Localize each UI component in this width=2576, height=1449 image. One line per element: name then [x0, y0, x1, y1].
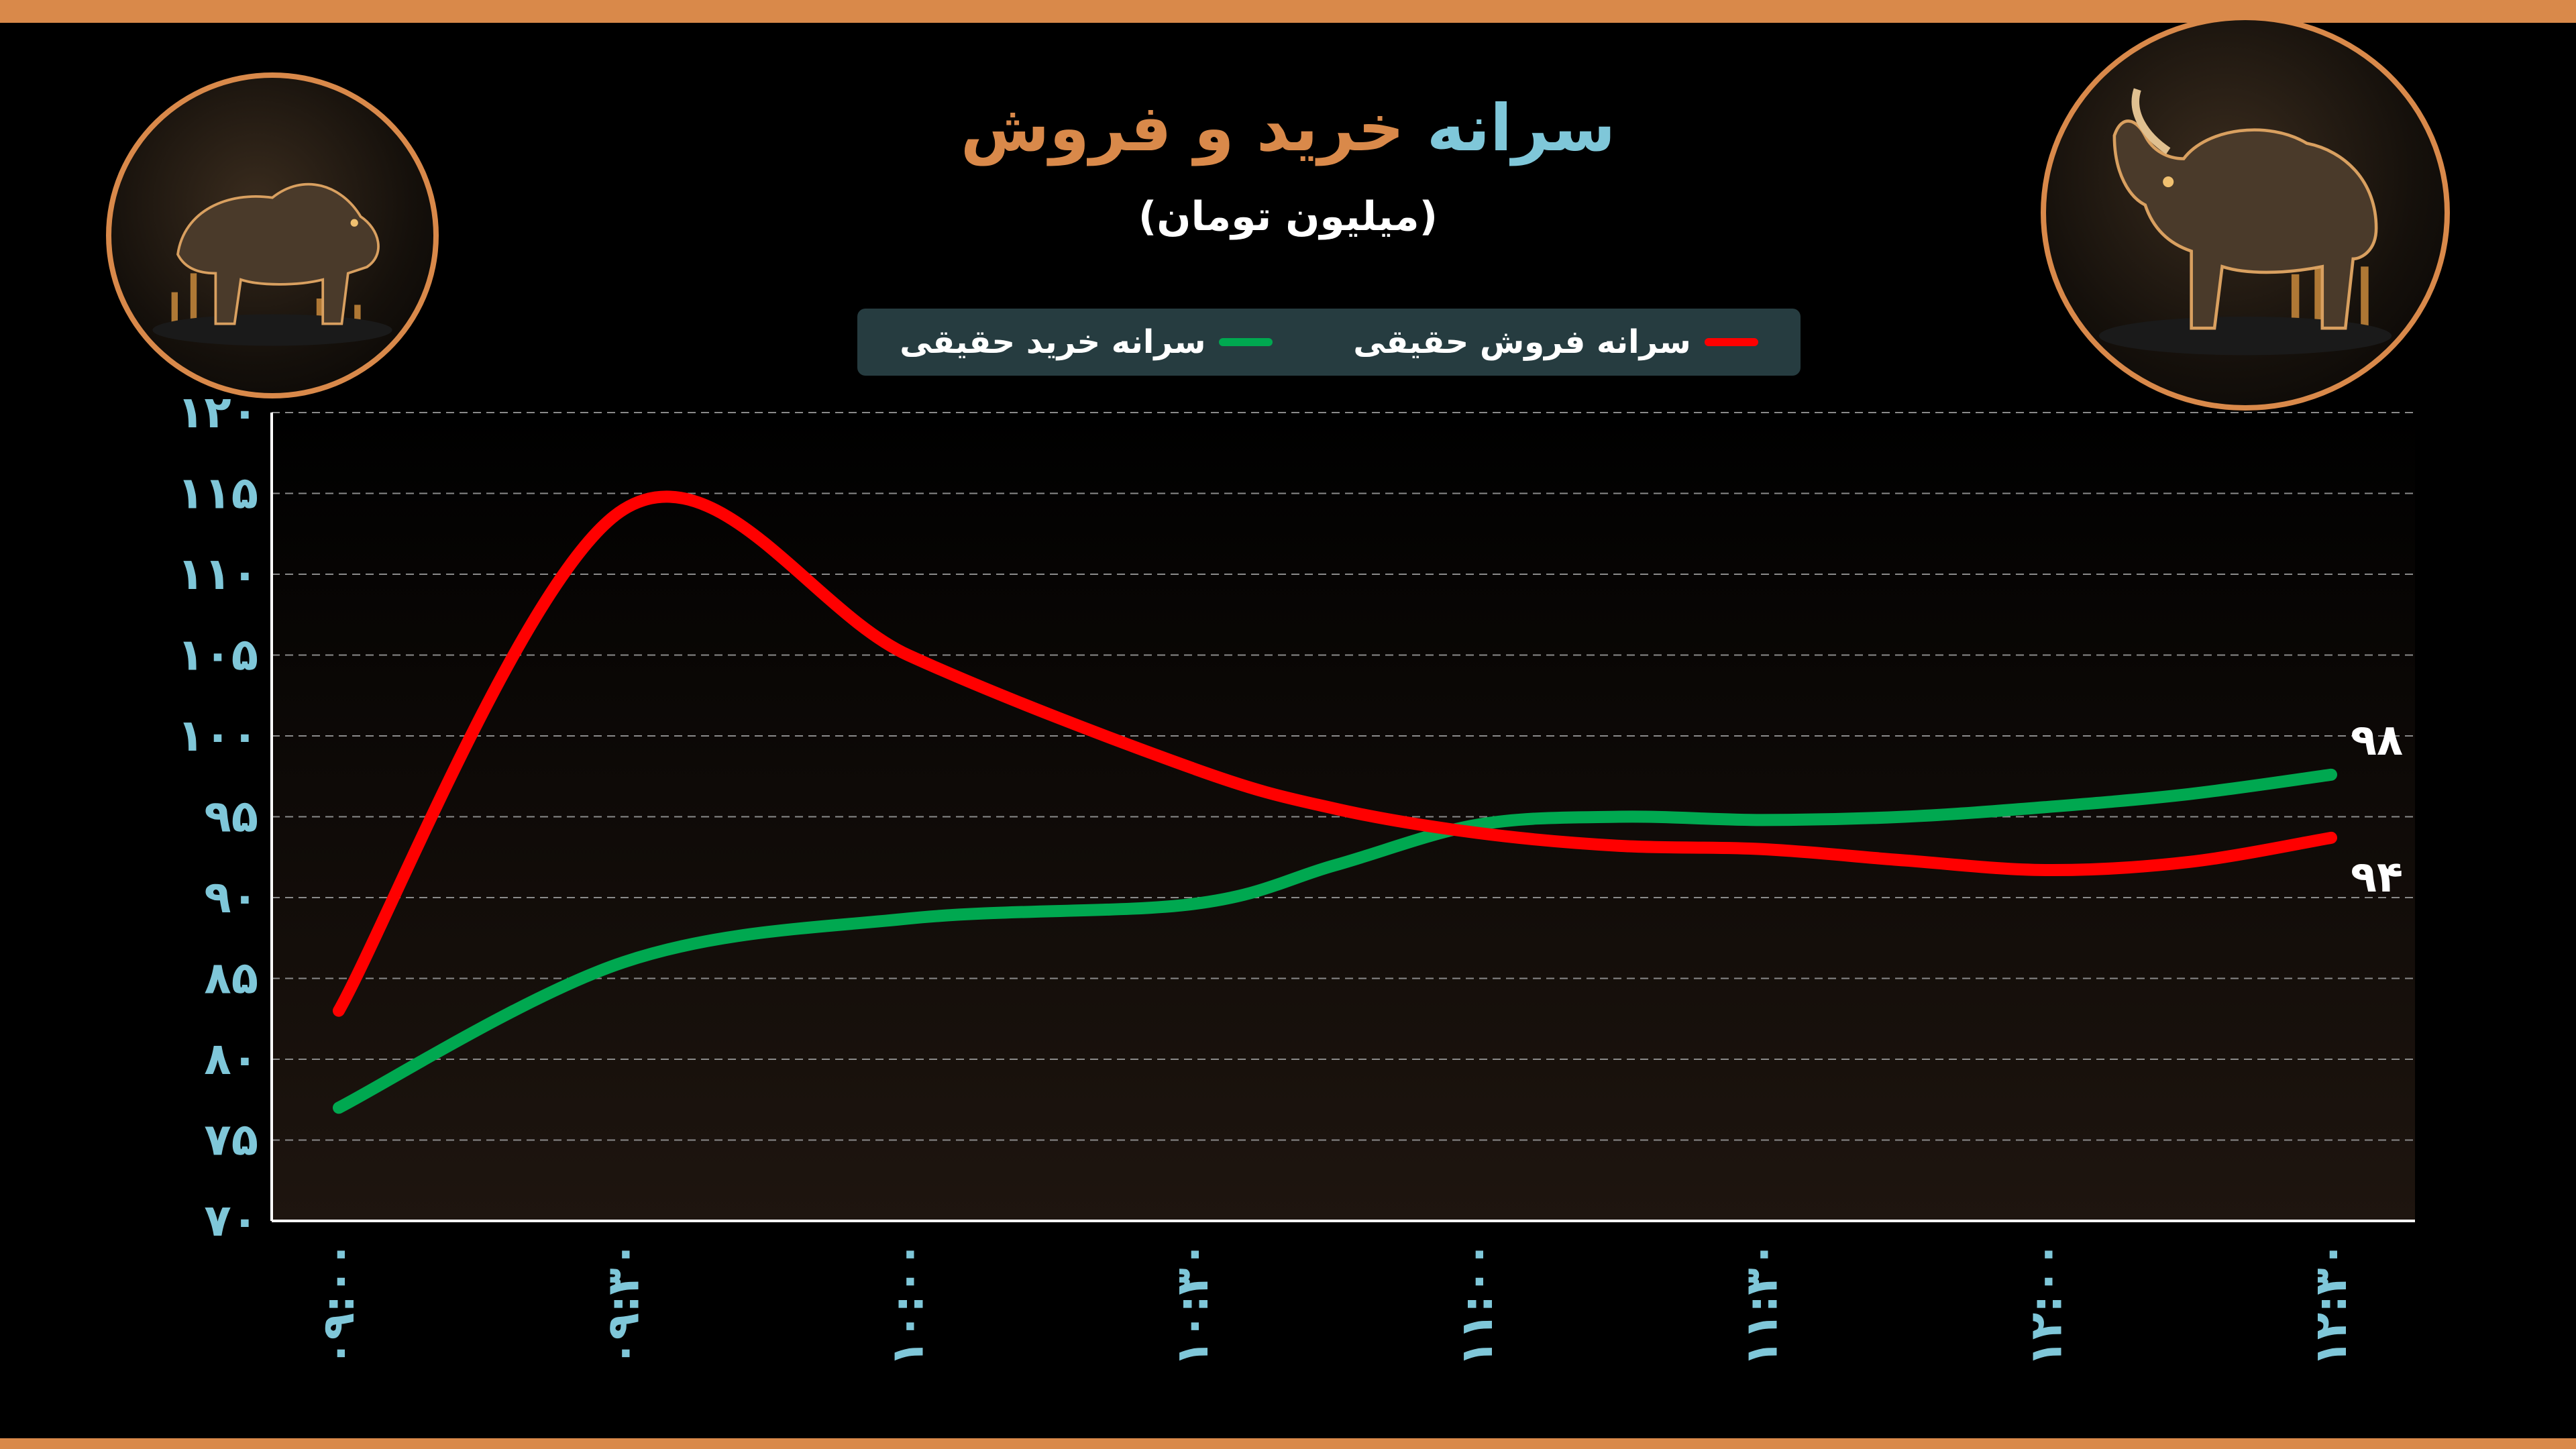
grid-lines [272, 412, 2415, 1141]
x-tick-label: ۱۲:۳۰ [2305, 1241, 2357, 1367]
y-tick-label: ۱۰۵ [177, 629, 258, 681]
y-tick-label: ۱۲۰ [177, 386, 258, 438]
y-tick-label: ۷۵ [204, 1114, 258, 1166]
axes [270, 413, 2415, 1222]
x-tick-label: ۱۰:۳۰ [1167, 1241, 1218, 1367]
y-tick-labels: ۷۰ ۷۵ ۸۰ ۸۵ ۹۰ ۹۵ ۱۰۰ ۱۰۵ ۱۱۰ ۱۱۵ ۱۲۰ [177, 386, 258, 1246]
chart-subtitle: (میلیون تومان) [1138, 193, 1438, 240]
end-labels: ۹۴ ۹۸ [2351, 716, 2403, 902]
y-tick-label: ۱۱۵ [177, 468, 258, 519]
bear-icon [106, 72, 439, 398]
bull-icon [2041, 15, 2450, 411]
top-accent-bar [0, 0, 2576, 23]
x-tick-label: ۰۹:۳۰ [597, 1241, 649, 1367]
legend-label-sell: سرانه فروش حقیقی [1353, 323, 1691, 361]
y-tick-label: ۹۰ [204, 871, 258, 923]
bottom-accent-bar [0, 1438, 2576, 1449]
legend-swatch-sell [1704, 338, 1758, 346]
title-rest: خرید و فروش [960, 91, 1405, 166]
sell-end-label: ۹۴ [2351, 853, 2403, 902]
title-accent: سرانه [1426, 91, 1616, 166]
x-tick-label: ۱۱:۰۰ [1451, 1241, 1503, 1367]
y-tick-label: ۱۰۰ [177, 710, 258, 761]
x-tick-labels: ۰۹:۰۰ ۰۹:۳۰ ۱۰:۰۰ ۱۰:۳۰ ۱۱:۰۰ ۱۱:۳۰ ۱۲:۰۰ ۱۲:۳۰ [313, 1241, 2357, 1367]
legend-item-buy: سرانه خرید حقیقی [900, 323, 1273, 361]
legend-label-buy: سرانه خرید حقیقی [900, 323, 1206, 361]
y-tick-label: ۸۰ [204, 1033, 258, 1085]
y-tick-label: ۸۵ [204, 953, 258, 1004]
y-tick-label: ۹۵ [204, 791, 258, 843]
legend-item-sell: سرانه فروش حقیقی [1353, 323, 1758, 361]
x-tick-label: ۱۰:۰۰ [882, 1241, 934, 1367]
y-tick-label: ۱۱۰ [177, 548, 258, 600]
series-lines [333, 490, 2337, 1114]
x-tick-label: ۱۱:۳۰ [1735, 1241, 1787, 1367]
chart-title: سرانه خرید و فروش [0, 91, 2576, 166]
chart-legend: سرانه فروش حقیقی سرانه خرید حقیقی [857, 309, 1801, 376]
buy-series-line [333, 768, 2337, 1114]
x-tick-label: ۰۹:۰۰ [313, 1241, 364, 1367]
y-tick-label: ۷۰ [204, 1195, 258, 1246]
legend-swatch-buy [1219, 338, 1273, 346]
x-tick-label: ۱۲:۰۰ [2021, 1241, 2072, 1367]
buy-end-label: ۹۸ [2351, 716, 2403, 765]
sell-series-line [333, 490, 2337, 1017]
